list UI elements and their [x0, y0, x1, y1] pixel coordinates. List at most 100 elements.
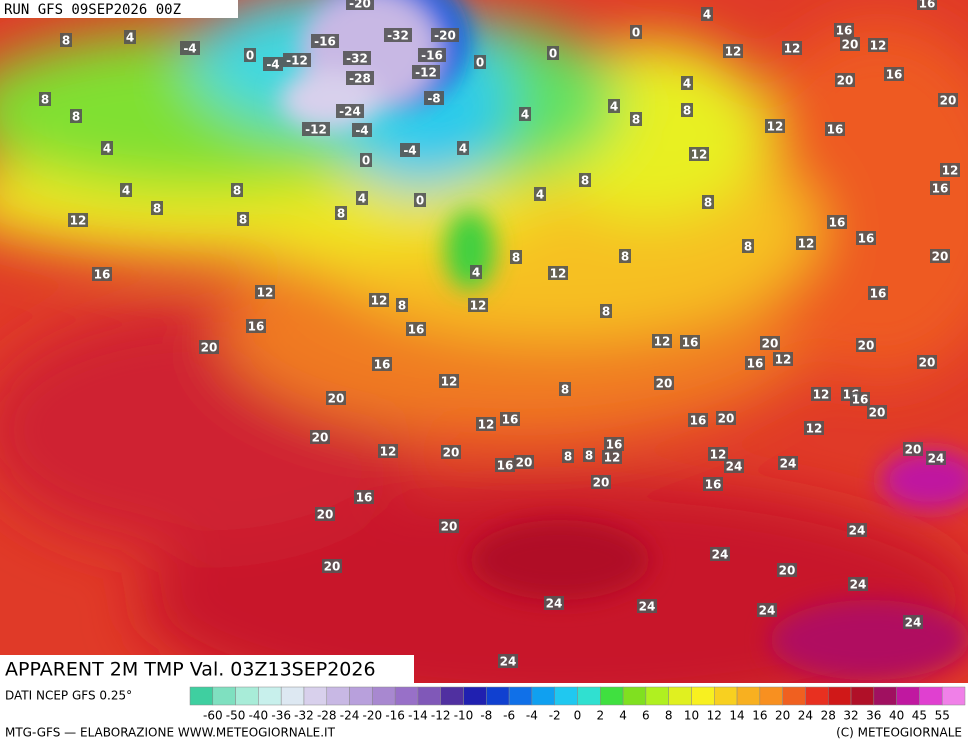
- colorbar-cell: [850, 686, 875, 706]
- label-box: [431, 28, 459, 42]
- label-box: [562, 449, 574, 463]
- map-label: 20: [441, 520, 458, 534]
- label-box: [868, 286, 888, 300]
- map-label: 16: [836, 24, 853, 38]
- map-label: 12: [604, 451, 621, 465]
- label-box: [343, 51, 371, 65]
- map-label: 16: [858, 232, 875, 246]
- colorbar-tick-label: -60: [203, 709, 223, 723]
- map-label: 4: [103, 142, 111, 156]
- map-label: 4: [126, 31, 134, 45]
- copyright: (C) METEOGIORNALE: [836, 726, 962, 740]
- colorbar-cell: [941, 686, 966, 706]
- label-box: [701, 7, 713, 21]
- map-label: 4: [683, 77, 691, 91]
- label-box: [378, 444, 398, 458]
- colorbar-tick-label: -20: [363, 709, 383, 723]
- label-box: [702, 195, 714, 209]
- label-box: [760, 336, 780, 350]
- label-box: [548, 266, 568, 280]
- map-label: 12: [257, 286, 274, 300]
- label-box: [773, 352, 793, 366]
- label-box: [903, 442, 923, 456]
- label-box: [765, 119, 785, 133]
- label-box: [848, 577, 868, 591]
- label-box: [930, 181, 950, 195]
- colorbar-cell: [372, 686, 396, 706]
- map-label: 24: [780, 457, 797, 471]
- map-label: 20: [312, 431, 329, 445]
- map-label: 12: [654, 335, 671, 349]
- colorbar-tick-label: -32: [294, 709, 314, 723]
- map-label: 16: [497, 459, 514, 473]
- map-label: 8: [581, 174, 589, 188]
- colorbar: -60 -50 -40 -36 -32 -28 -24 -20 -16 -14 -12 -10 -8 -6…: [189, 686, 966, 723]
- map-label: 16: [870, 287, 887, 301]
- colorbar-cell: [417, 686, 441, 706]
- map-label: 0: [632, 26, 640, 40]
- colorbar-cell: [486, 686, 510, 706]
- map-label: 16: [94, 268, 111, 282]
- label-box: [120, 183, 132, 197]
- map-label: 20: [779, 564, 796, 578]
- map-label: 8: [337, 207, 345, 221]
- map-label: 16: [374, 358, 391, 372]
- label-box: [412, 65, 440, 79]
- colorbar-tick-label: 16: [752, 709, 767, 723]
- label-box: [151, 201, 163, 215]
- label-box: [396, 298, 408, 312]
- map-label: 20: [443, 446, 460, 460]
- colorbar-tick-label: 32: [843, 709, 858, 723]
- source: DATI NCEP GFS 0.25°: [5, 689, 132, 703]
- map-label: 20: [940, 94, 957, 108]
- label-box: [439, 519, 459, 533]
- label-box: [414, 193, 426, 207]
- colorbar-tick-label: 8: [665, 709, 673, 723]
- colorbar-tick-label: -28: [317, 709, 337, 723]
- colorbar-tick-label: -8: [480, 709, 492, 723]
- label-box: [534, 187, 546, 201]
- map-label: 12: [798, 237, 815, 251]
- label-box: [457, 141, 469, 155]
- map-label: 0: [416, 194, 424, 208]
- colorbar-cell: [919, 686, 943, 706]
- colorbar-cell: [896, 686, 920, 706]
- map-label: 8: [398, 299, 406, 313]
- label-box: [703, 477, 723, 491]
- map-label: -8: [427, 92, 440, 106]
- label-box: [322, 559, 342, 573]
- map-label: 24: [905, 616, 922, 630]
- label-box: [124, 30, 136, 44]
- colorbar-cell: [212, 686, 236, 706]
- label-box: [92, 267, 112, 281]
- colorbar-cell: [668, 686, 692, 706]
- map-label: 8: [561, 383, 569, 397]
- map-label: 8: [704, 196, 712, 210]
- colorbar-cell: [531, 686, 555, 706]
- colorbar-cell: [600, 686, 624, 706]
- map-label: 12: [775, 353, 792, 367]
- colorbar-cell: [508, 686, 533, 706]
- label-box: [519, 107, 531, 121]
- map-labels: 8 4-4 0-4 -12-16-32-28-32 -20-16-12-8-24-12-…: [39, 0, 960, 669]
- colorbar-tick-label: -12: [431, 709, 451, 723]
- map-label: 20: [905, 443, 922, 457]
- map-label: 16: [356, 491, 373, 505]
- label-box: [70, 109, 82, 123]
- label-box: [579, 173, 591, 187]
- map-label: 24: [759, 604, 776, 618]
- map-label: 16: [502, 413, 519, 427]
- map-label: 12: [550, 267, 567, 281]
- map-label: 20: [317, 508, 334, 522]
- label-box: [856, 231, 876, 245]
- map-label: 0: [476, 56, 484, 70]
- map-label: 8: [233, 184, 241, 198]
- label-box: [255, 285, 275, 299]
- label-box: [263, 57, 283, 71]
- label-box: [938, 93, 958, 107]
- map-label: 12: [767, 120, 784, 134]
- colorbar-tick-label: -4: [526, 709, 538, 723]
- label-box: [600, 304, 612, 318]
- map-label: 20: [762, 337, 779, 351]
- map-label: -28: [349, 72, 371, 86]
